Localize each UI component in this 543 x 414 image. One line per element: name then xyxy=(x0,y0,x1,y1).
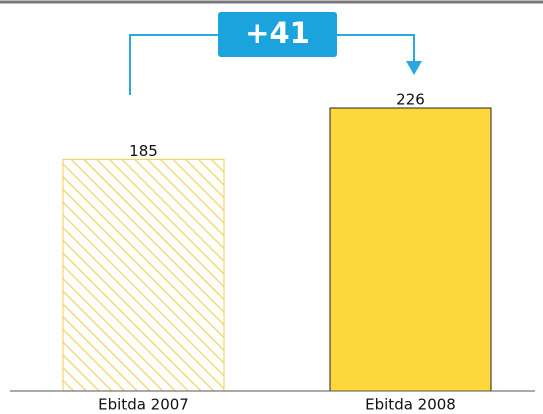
value-label: 226 xyxy=(396,91,425,109)
x-tick-label: Ebitda 2007 xyxy=(98,396,189,414)
annotation-arrow xyxy=(406,61,422,75)
value-label: 185 xyxy=(129,142,158,160)
x-tick-label: Ebitda 2008 xyxy=(365,396,456,414)
annotation-box xyxy=(218,12,337,57)
bar xyxy=(62,158,225,392)
annotation-bracket xyxy=(129,34,415,95)
annotation-text: +41 xyxy=(245,16,310,50)
bar xyxy=(329,107,492,392)
